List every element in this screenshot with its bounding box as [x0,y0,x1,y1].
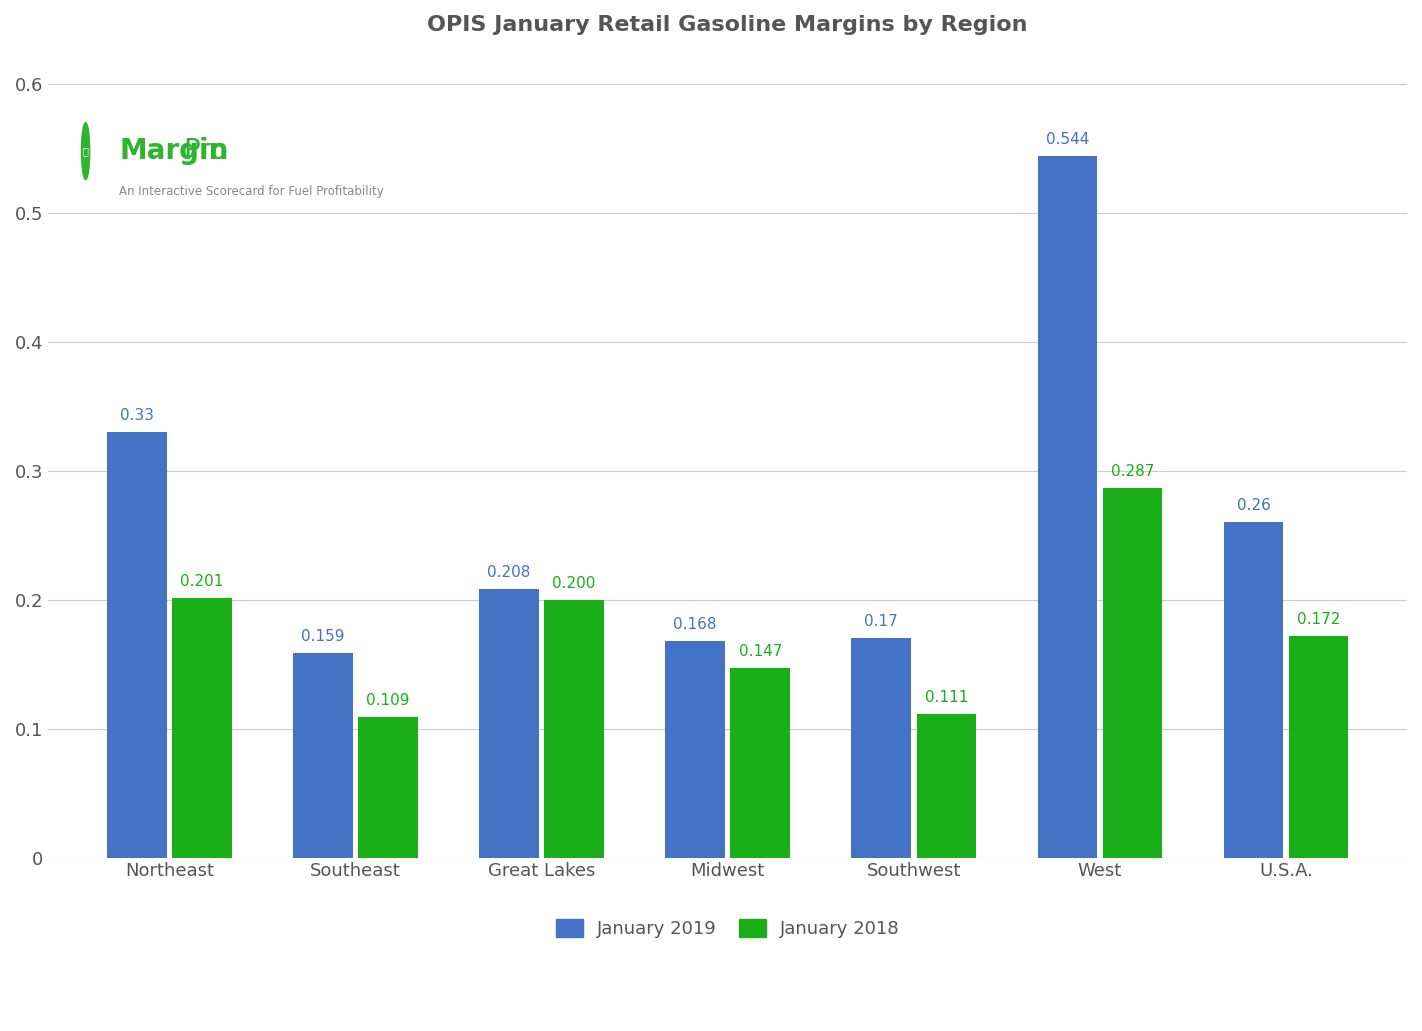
Text: An Interactive Scorecard for Fuel Profitability: An Interactive Scorecard for Fuel Profit… [119,185,384,198]
Bar [107,432,166,858]
Bar [358,718,418,858]
Text: 0.109: 0.109 [367,693,410,708]
Bar [172,598,232,858]
Bar [1288,636,1348,858]
Bar [917,714,975,858]
Legend: January 2019, January 2018: January 2019, January 2018 [549,911,907,945]
Bar [293,653,353,858]
Title: OPIS January Retail Gasoline Margins by Region: OPIS January Retail Gasoline Margins by … [428,15,1028,35]
Text: 0.26: 0.26 [1237,498,1270,513]
Bar [545,600,604,858]
Text: 0.147: 0.147 [738,644,782,659]
Text: 0.111: 0.111 [924,691,968,705]
Text: Pro: Pro [183,137,228,165]
Text: 💵: 💵 [82,146,88,156]
Text: 0.544: 0.544 [1045,132,1089,147]
Text: 0.17: 0.17 [865,614,899,629]
Text: 0.33: 0.33 [119,408,154,423]
Bar [1038,157,1098,858]
Text: 0.200: 0.200 [553,575,596,591]
Bar [1224,523,1283,858]
Text: 0.201: 0.201 [181,574,223,590]
Bar [852,638,912,858]
Text: 0.159: 0.159 [301,629,344,643]
Circle shape [81,123,90,179]
Bar [731,668,791,858]
Text: 0.168: 0.168 [674,617,717,632]
Bar [1102,488,1162,858]
Text: Margin: Margin [119,137,229,165]
Bar [665,641,725,858]
Text: 0.287: 0.287 [1111,464,1155,478]
Text: 0.172: 0.172 [1297,611,1341,627]
Text: 0.208: 0.208 [488,565,530,580]
Bar [479,590,539,858]
